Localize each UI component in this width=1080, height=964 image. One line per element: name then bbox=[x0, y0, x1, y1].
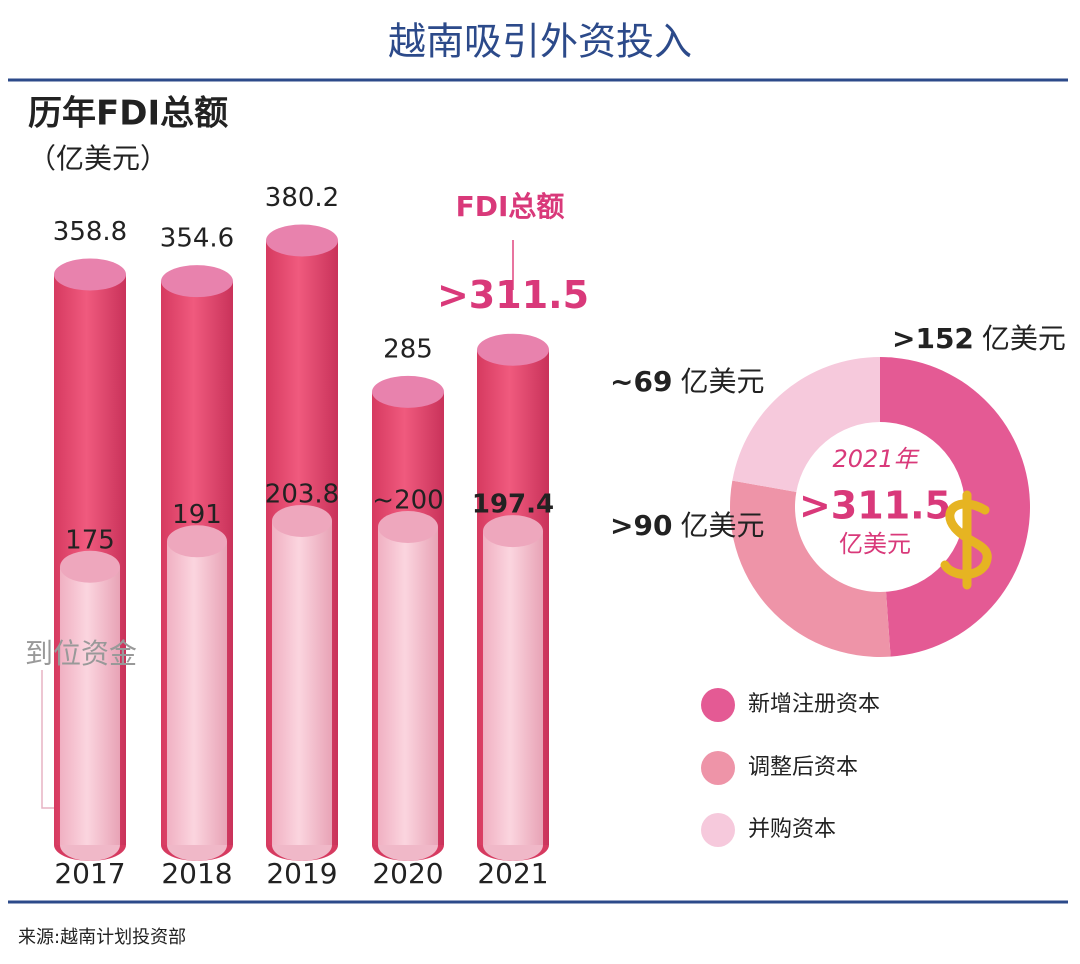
chart-subtitle: （亿美元） bbox=[28, 142, 168, 175]
cylinder-top bbox=[378, 511, 438, 543]
cylinder-top bbox=[266, 224, 338, 257]
data-label: ~200 bbox=[372, 486, 443, 516]
bar bbox=[483, 531, 543, 845]
center-title: 2021年 bbox=[832, 445, 920, 473]
cylinder-top bbox=[272, 504, 332, 537]
cylinder-top bbox=[60, 550, 120, 583]
data-label: 285 bbox=[383, 334, 433, 364]
data-label: >311.5 bbox=[437, 273, 589, 317]
data-label: 203.8 bbox=[265, 479, 339, 509]
legend-label: 调整后资本 bbox=[748, 755, 858, 780]
bar bbox=[272, 520, 332, 845]
donut-segment bbox=[880, 357, 1030, 657]
bar bbox=[60, 566, 120, 845]
value: >90 bbox=[610, 509, 672, 542]
legend-swatch bbox=[701, 688, 735, 722]
bar bbox=[378, 527, 438, 845]
source: 来源:越南计划投资部 bbox=[18, 927, 186, 948]
data-label: ~69 亿美元 bbox=[610, 365, 764, 398]
data-label: 354.6 bbox=[160, 224, 234, 254]
data-label: 358.8 bbox=[53, 217, 127, 247]
legend-label: 并购资本 bbox=[748, 817, 836, 842]
data-label: >90 亿美元 bbox=[610, 509, 764, 542]
page-title: 越南吸引外资投入 bbox=[388, 20, 692, 64]
data-label: >152 亿美元 bbox=[892, 322, 1066, 355]
cylinder-top bbox=[161, 265, 233, 298]
donut-segment bbox=[730, 480, 891, 657]
x-tick-label: 2019 bbox=[266, 857, 337, 890]
annotation: 到位资金 bbox=[25, 637, 137, 670]
data-label: 380.2 bbox=[265, 183, 339, 213]
data-label: 175 bbox=[65, 525, 115, 555]
cylinder-top bbox=[483, 515, 543, 548]
x-tick-label: 2020 bbox=[372, 857, 443, 890]
legend-swatch bbox=[701, 751, 735, 785]
legend-label: 新增注册资本 bbox=[748, 692, 880, 717]
data-label: 191 bbox=[172, 500, 222, 530]
center-value: >311.5 bbox=[799, 484, 951, 528]
dollar-icon bbox=[940, 490, 992, 590]
value: ~69 bbox=[610, 365, 672, 398]
center-unit: 亿美元 bbox=[839, 530, 911, 558]
unit: 亿美元 bbox=[982, 322, 1066, 355]
x-tick-label: 2021 bbox=[477, 857, 548, 890]
cylinder-top bbox=[167, 525, 227, 558]
donut-segment bbox=[732, 357, 880, 493]
value: >152 bbox=[892, 322, 974, 355]
cylinder-top bbox=[54, 258, 126, 291]
annotation: FDI总额 bbox=[456, 190, 565, 223]
x-tick-label: 2018 bbox=[161, 857, 232, 890]
bar bbox=[167, 541, 227, 845]
cylinder-top bbox=[477, 333, 549, 366]
unit: 亿美元 bbox=[680, 509, 764, 542]
data-label: 197.4 bbox=[472, 490, 554, 520]
legend-swatch bbox=[701, 813, 735, 847]
chart-title: 历年FDI总额 bbox=[28, 94, 228, 134]
unit: 亿美元 bbox=[680, 365, 764, 398]
cylinder-top bbox=[372, 375, 444, 408]
x-tick-label: 2017 bbox=[54, 857, 125, 890]
